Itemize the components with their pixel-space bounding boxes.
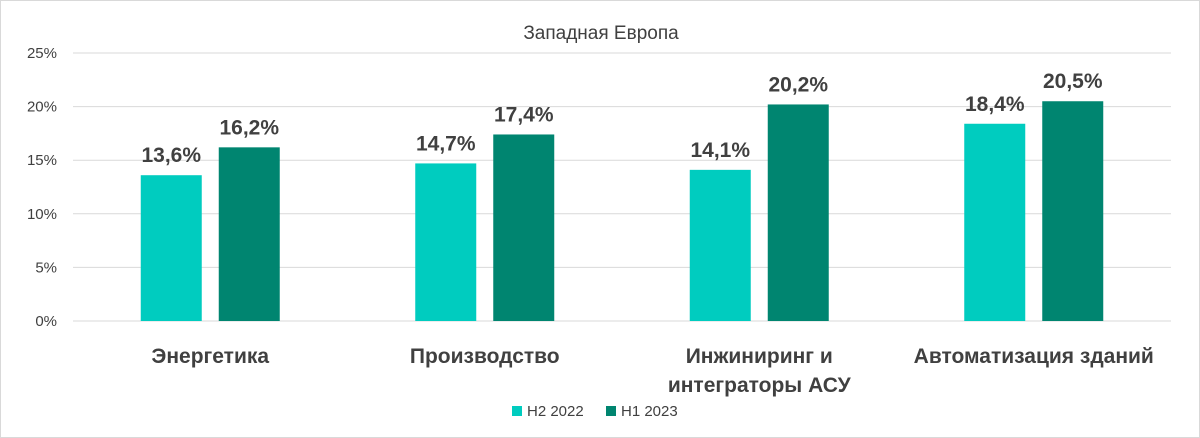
x-axis: Энергетика Производство Инжиниринг и интегр… (151, 345, 1153, 397)
bar (964, 123, 1026, 321)
legend-label: H2 2022 (527, 403, 584, 420)
category-label: Инжиниринг и (686, 345, 833, 368)
bar (140, 175, 202, 321)
y-tick-label: 25% (27, 45, 57, 62)
y-tick-label: 0% (35, 313, 57, 330)
y-tick-label: 20% (27, 99, 57, 116)
category-label: интеграторы АСУ (668, 374, 852, 397)
data-label: 14,7% (416, 132, 476, 155)
legend-label: H1 2023 (621, 403, 678, 420)
bar (415, 163, 477, 321)
legend-swatch (606, 406, 616, 416)
y-axis: 0% 5% 10% 15% 20% 25% (27, 45, 57, 330)
data-label: 13,6% (141, 144, 201, 167)
bar (767, 104, 829, 322)
category-label: Автоматизация зданий (914, 345, 1154, 368)
data-label: 20,5% (1043, 70, 1103, 93)
bar (1042, 101, 1104, 322)
bar (493, 134, 555, 321)
data-label: 20,2% (768, 73, 828, 96)
legend: H2 2022 H1 2023 (512, 403, 678, 420)
data-label: 17,4% (494, 103, 554, 126)
y-tick-label: 15% (27, 152, 57, 169)
bars (140, 101, 1104, 322)
bar (689, 169, 751, 321)
y-tick-label: 10% (27, 206, 57, 223)
category-label: Энергетика (151, 345, 269, 368)
y-tick-label: 5% (35, 259, 57, 276)
data-label: 18,4% (965, 93, 1025, 116)
data-label: 16,2% (219, 116, 279, 139)
data-label: 14,1% (690, 139, 750, 162)
legend-swatch (512, 406, 522, 416)
category-label: Производство (410, 345, 560, 368)
bar (218, 147, 280, 321)
data-labels: 13,6% 16,2% 14,7% 17,4% 14,1% 20,2% 18,4% 20,5% (141, 70, 1102, 167)
chart-title: Западная Европа (523, 23, 679, 44)
